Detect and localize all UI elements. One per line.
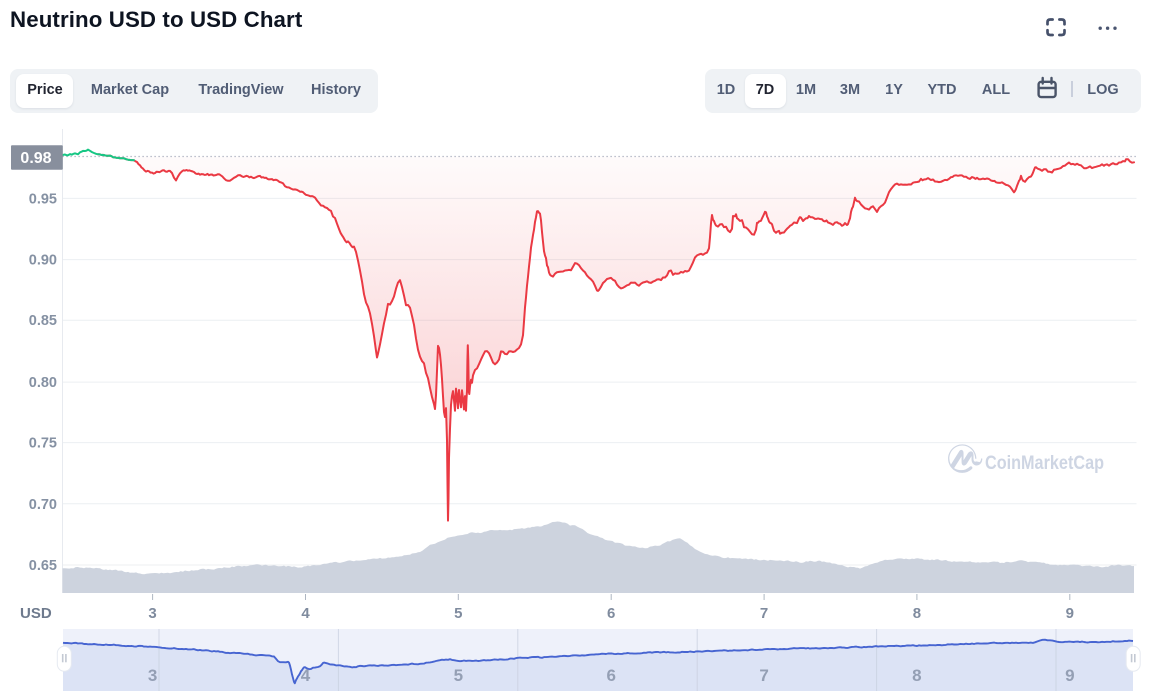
svg-text:5: 5 xyxy=(454,605,462,622)
svg-text:4: 4 xyxy=(301,666,311,685)
svg-text:0.95: 0.95 xyxy=(29,191,57,207)
svg-text:0.80: 0.80 xyxy=(29,375,57,391)
svg-text:0.70: 0.70 xyxy=(29,497,57,513)
svg-text:9: 9 xyxy=(1066,605,1074,622)
svg-text:9: 9 xyxy=(1065,666,1074,685)
svg-text:0.75: 0.75 xyxy=(29,436,57,452)
svg-text:3: 3 xyxy=(148,666,157,685)
svg-text:7: 7 xyxy=(759,666,768,685)
svg-text:5: 5 xyxy=(454,666,463,685)
svg-text:USD: USD xyxy=(20,605,52,622)
svg-text:0.98: 0.98 xyxy=(20,150,51,167)
svg-text:CoinMarketCap: CoinMarketCap xyxy=(985,453,1104,474)
svg-text:8: 8 xyxy=(912,666,921,685)
svg-text:3: 3 xyxy=(148,605,156,622)
svg-text:4: 4 xyxy=(301,605,310,622)
svg-text:0.90: 0.90 xyxy=(29,253,57,269)
svg-text:0.85: 0.85 xyxy=(29,313,57,329)
svg-text:0.65: 0.65 xyxy=(29,558,57,574)
svg-text:8: 8 xyxy=(913,605,921,622)
svg-text:7: 7 xyxy=(760,605,768,622)
svg-text:6: 6 xyxy=(606,666,615,685)
svg-text:6: 6 xyxy=(607,605,615,622)
